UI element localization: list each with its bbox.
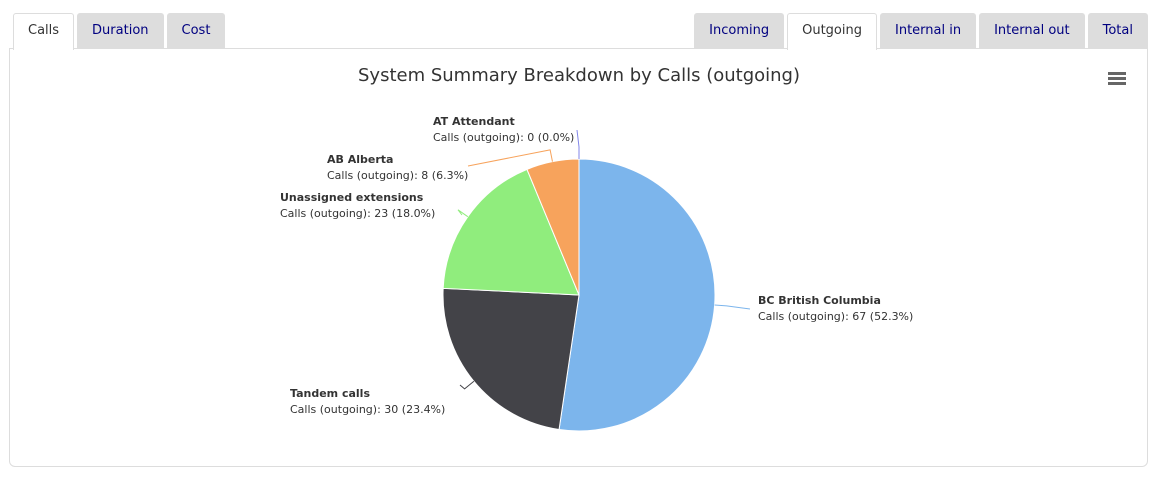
chart-title: System Summary Breakdown by Calls (outgo…: [358, 65, 800, 86]
menu-button[interactable]: [1108, 72, 1126, 85]
tab[interactable]: Outgoing: [787, 13, 877, 50]
data-label: Calls (outgoing): 67 (52.3%): [758, 310, 913, 323]
slice-name: Tandem calls: [290, 387, 370, 400]
left-tabs: Calls Duration Cost: [13, 13, 226, 50]
connector: [576, 129, 580, 159]
tab[interactable]: Internal in: [880, 13, 977, 48]
tab[interactable]: Total: [1087, 13, 1148, 48]
slice-name: BC British Columbia: [758, 294, 881, 307]
slice-name: Unassigned extensions: [280, 191, 424, 204]
tab[interactable]: Internal out: [979, 13, 1085, 48]
chart-panel: [9, 48, 1148, 467]
pie-slice: [558, 158, 716, 432]
slice-name: AT Attendant: [433, 115, 515, 128]
tab[interactable]: Duration: [77, 13, 164, 48]
connector: [457, 209, 469, 218]
right-tabs: Incoming Outgoing Internal in Internal o…: [694, 13, 1148, 50]
pie-slice: [442, 287, 580, 431]
tab[interactable]: Cost: [166, 13, 226, 48]
data-label: Calls (outgoing): 23 (18.0%): [280, 207, 435, 220]
tab[interactable]: Calls: [13, 13, 75, 50]
slice-name: AB Alberta: [327, 153, 393, 166]
data-label: Calls (outgoing): 8 (6.3%): [327, 169, 468, 182]
menu-bar: [1108, 82, 1126, 85]
connector: [467, 149, 553, 167]
data-label: Calls (outgoing): 30 (23.4%): [290, 403, 445, 416]
tab[interactable]: Incoming: [694, 13, 785, 48]
connector: [714, 304, 751, 310]
menu-bar: [1108, 72, 1126, 75]
data-label: Calls (outgoing): 0 (0.0%): [433, 131, 574, 144]
connector: [459, 380, 475, 390]
menu-bar: [1108, 77, 1126, 80]
